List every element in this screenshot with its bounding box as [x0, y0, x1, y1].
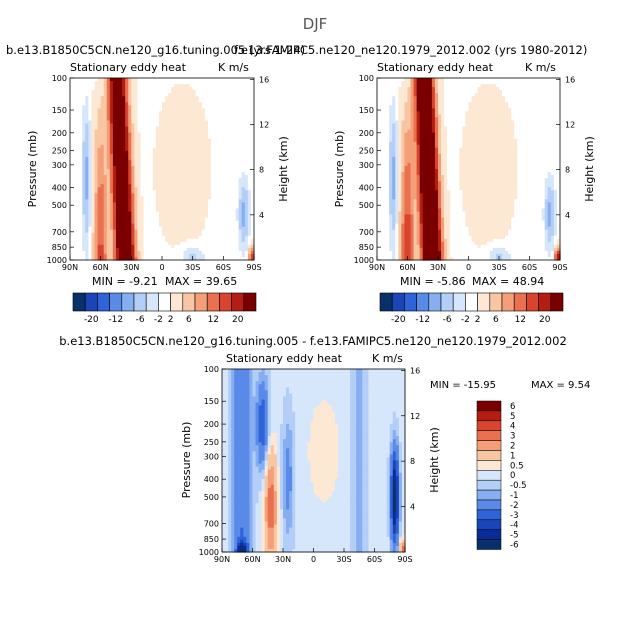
colorbar-swatch	[158, 293, 170, 311]
colorbar-tick-label: 6	[186, 315, 192, 325]
y2-tick-label: 16	[259, 75, 269, 84]
colorbar-swatch	[195, 293, 207, 311]
colorbar-swatch	[85, 293, 97, 311]
colorbar-swatch	[122, 293, 134, 311]
page-title: DJF	[303, 15, 328, 33]
panel-title-amip: f.e13.FAMIPC5.ne120_ne120.1979_2012.002 …	[234, 43, 587, 57]
y-tick-label: 300	[52, 161, 67, 170]
y2label-control: Height (km)	[277, 136, 290, 202]
colorbar-control: -20 -12 -6 -2 2 6 12 20	[73, 293, 256, 325]
y-tick-label: 850	[52, 243, 67, 252]
y-tick-label: 100	[52, 74, 67, 83]
ylabel-amip: Pressure (mb)	[333, 131, 346, 208]
colorbar-swatch	[219, 293, 231, 311]
panel-subtitle-control: Stationary eddy heat	[70, 61, 187, 74]
colorbar-swatch	[232, 293, 244, 311]
panel-units-control: K m/s	[218, 61, 249, 74]
colorbar-swatch	[207, 293, 219, 311]
colorbar-tick-label: 2	[168, 315, 174, 325]
figure-canvas: DJF b.e13.B1850C5CN.ne120_g16.tuning.005…	[0, 0, 631, 630]
colorbar-tick-label: -20	[84, 315, 99, 325]
colorbar-swatch	[171, 293, 183, 311]
colorbar-swatch	[183, 293, 195, 311]
y-tick-label: 500	[52, 201, 67, 210]
y-tick-label: 200	[52, 129, 67, 138]
panel-units-amip: K m/s	[525, 61, 556, 74]
x-tick-label: 60N	[93, 263, 109, 272]
colorbar-swatch	[110, 293, 122, 311]
y2-tick-label: 8	[259, 166, 264, 175]
y2-tick-label: 12	[259, 121, 269, 130]
colorbar-tick-label: -6	[136, 315, 145, 325]
x-tick-label: 30S	[185, 263, 200, 272]
colorbar-swatch	[146, 293, 158, 311]
y2label-amip: Height (km)	[583, 136, 596, 202]
y2-tick-label: 4	[259, 211, 264, 220]
colorbar-swatch	[73, 293, 85, 311]
colorbar-swatch	[97, 293, 109, 311]
colorbar-swatch	[134, 293, 146, 311]
plot-area-amip: 100150200250300400500700850100090N 60N 30N…	[354, 74, 576, 272]
x-tick-label: 0	[159, 263, 164, 272]
colorbar-tick-label: -12	[108, 315, 123, 325]
x-tick-label: 90S	[246, 263, 261, 272]
y-tick-label: 150	[52, 106, 67, 115]
x-tick-label: 30N	[123, 263, 139, 272]
panel-subtitle-amip: Stationary eddy heat	[377, 61, 494, 74]
x-tick-label: 90N	[62, 263, 78, 272]
ylabel-control: Pressure (mb)	[26, 131, 39, 208]
colorbar-tick-label: -2	[154, 315, 163, 325]
colorbar-tick-label: 20	[232, 315, 244, 325]
max-label-control: MAX = 39.65	[165, 275, 237, 288]
y-tick-label: 250	[52, 146, 67, 155]
x-tick-label: 60S	[216, 263, 231, 272]
colorbar-swatch	[244, 293, 256, 311]
colorbar-tick-label: 12	[208, 315, 219, 325]
min-label-control: MIN = -9.21	[92, 275, 158, 288]
y-tick-label: 700	[52, 228, 67, 237]
panel-control: b.e13.B1850C5CN.ne120_g16.tuning.005 (yr…	[6, 43, 305, 325]
y-tick-label: 400	[52, 184, 67, 193]
